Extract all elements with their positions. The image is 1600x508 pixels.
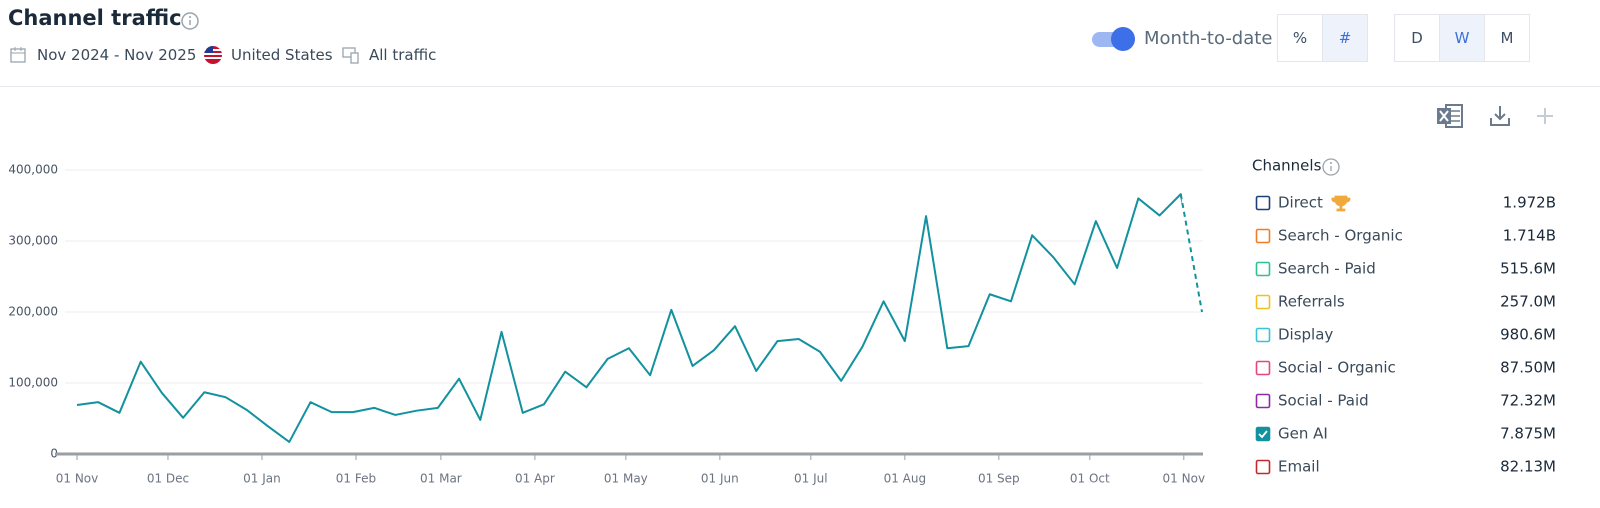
legend-total: 1.972B: [1503, 194, 1556, 212]
x-tick-label: 01 Apr: [515, 472, 555, 486]
toggle-button[interactable]: D: [1411, 29, 1423, 47]
y-tick-label: 300,000: [8, 234, 58, 248]
toggle-label: Month-to-date: [1144, 28, 1273, 49]
legend-total: 7.875M: [1500, 425, 1556, 443]
x-tick-label: 01 Jun: [701, 472, 739, 486]
legend-checkbox: [1255, 327, 1271, 343]
legend-item[interactable]: Display 980.6M: [1255, 326, 1557, 344]
legend-item[interactable]: Direct 1.972B: [1255, 194, 1557, 212]
page-title: Channel traffic: [8, 6, 182, 30]
x-tick-label: 01 Mar: [420, 472, 462, 486]
legend-total: 515.6M: [1500, 260, 1556, 278]
button-group: % #: [1277, 14, 1368, 62]
device-icon: [342, 47, 359, 64]
excel-icon[interactable]: [1436, 103, 1464, 129]
legend-item[interactable]: Search - Organic 1.714B: [1255, 227, 1557, 245]
legend-total: 257.0M: [1500, 293, 1556, 311]
partial-segment: [1179, 193, 1203, 313]
legend-label: Gen AI: [1278, 425, 1328, 443]
toggle-button[interactable]: M: [1484, 15, 1529, 61]
x-tick-label: 01 Aug: [884, 472, 927, 486]
legend-label: Referrals: [1278, 293, 1345, 311]
traffic-type[interactable]: All traffic: [369, 46, 437, 64]
legend-checkbox: [1255, 426, 1271, 442]
legend-checkbox: [1255, 228, 1271, 244]
legend-item[interactable]: Referrals 257.0M: [1255, 293, 1557, 311]
calendar-icon: [10, 47, 26, 63]
legend-checkbox: [1255, 360, 1271, 376]
legend-label: Display: [1278, 326, 1333, 344]
legend-checkbox: [1255, 459, 1271, 475]
toggle-switch[interactable]: [1090, 25, 1138, 53]
y-tick-label: 400,000: [8, 163, 58, 177]
legend-info-icon[interactable]: [1322, 158, 1340, 176]
x-tick-label: 01 Sep: [978, 472, 1020, 486]
divider: [0, 86, 1600, 87]
y-tick-label: 200,000: [8, 305, 58, 319]
check-mark: [1258, 430, 1268, 439]
toggle-button[interactable]: %: [1292, 29, 1308, 47]
legend-total: 82.13M: [1500, 458, 1556, 476]
legend-label: Search - Organic: [1278, 227, 1403, 245]
legend-checkbox: [1255, 294, 1271, 310]
legend-item[interactable]: Gen AI 7.875M: [1255, 425, 1557, 443]
info-icon[interactable]: [180, 11, 200, 31]
y-tick-label: 100,000: [8, 376, 58, 390]
legend-total: 980.6M: [1500, 326, 1556, 344]
legend-total: 87.50M: [1500, 359, 1556, 377]
legend-title: Channels: [1252, 157, 1322, 175]
line-series: [76, 193, 1182, 443]
legend-item[interactable]: Search - Paid 515.6M: [1255, 260, 1557, 278]
legend-total: 72.32M: [1500, 392, 1556, 410]
legend-label: Email: [1278, 458, 1320, 476]
x-tick-label: 01 Nov: [1163, 472, 1206, 486]
date-range[interactable]: Nov 2024 - Nov 2025: [37, 46, 197, 64]
x-tick-label: 01 Dec: [147, 472, 189, 486]
add-icon[interactable]: [1535, 106, 1555, 126]
legend-checkbox: [1255, 393, 1271, 409]
legend-label: Social - Organic: [1278, 359, 1396, 377]
download-icon[interactable]: [1488, 104, 1512, 128]
country[interactable]: United States: [231, 46, 333, 64]
legend-total: 1.714B: [1503, 227, 1556, 245]
toggle-button[interactable]: W: [1439, 15, 1484, 61]
toggle-button[interactable]: #: [1322, 15, 1367, 61]
legend-checkbox: [1255, 195, 1271, 211]
x-tick-label: 01 Jan: [243, 472, 281, 486]
trophy-icon: [1331, 195, 1351, 212]
x-tick-label: 01 Nov: [56, 472, 99, 486]
legend-item[interactable]: Email 82.13M: [1255, 458, 1557, 476]
x-tick-label: 01 Oct: [1070, 472, 1110, 486]
x-tick-label: 01 Feb: [336, 472, 376, 486]
legend-checkbox: [1255, 261, 1271, 277]
y-tick-label: 0: [50, 447, 58, 461]
x-tick-label: 01 May: [604, 472, 648, 486]
legend-label: Social - Paid: [1278, 392, 1369, 410]
legend-item[interactable]: Social - Paid 72.32M: [1255, 392, 1557, 410]
legend-label: Search - Paid: [1278, 260, 1376, 278]
x-tick-label: 01 Jul: [794, 472, 828, 486]
flag-icon: [204, 46, 222, 64]
legend-label: Direct: [1278, 194, 1323, 212]
legend-item[interactable]: Social - Organic 87.50M: [1255, 359, 1557, 377]
